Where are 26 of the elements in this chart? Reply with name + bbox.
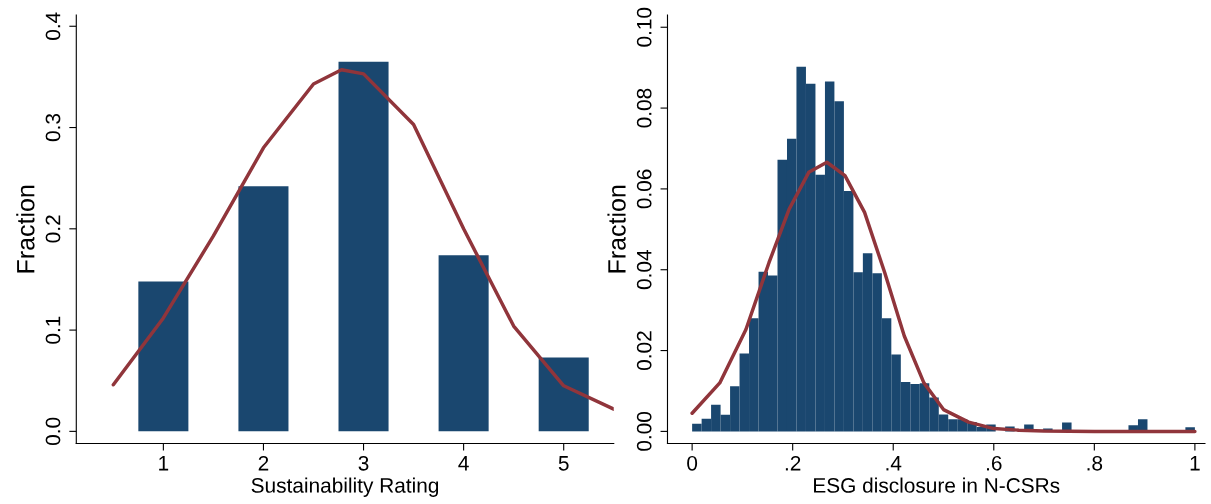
x-tick-label: .6 <box>987 455 1002 471</box>
x-tick-label: 2 <box>258 455 269 471</box>
y-tick-label: 0.2 <box>45 215 61 243</box>
y-tick-label: 0.00 <box>636 411 652 451</box>
x-axis-title: Sustainability Rating <box>251 477 439 497</box>
x-tick-label: 1 <box>1190 456 1200 471</box>
y-tick-label: 0.0 <box>45 417 61 446</box>
y-tick-label: 0.1 <box>45 316 61 344</box>
y-tick-label: 0.08 <box>636 88 652 128</box>
y-tick-label: 0.06 <box>636 169 652 209</box>
x-tick-label: 1 <box>159 456 169 471</box>
y-tick-label: 0.10 <box>636 7 652 47</box>
x-tick-label: .8 <box>1087 455 1103 471</box>
x-tick-label: 3 <box>358 455 369 471</box>
y-tick-label: 0.04 <box>636 250 652 290</box>
x-tick-label: .4 <box>886 456 902 471</box>
y-tick-label: 0.02 <box>636 331 652 371</box>
x-tick-label: 0 <box>687 455 698 471</box>
x-tick-label: .2 <box>785 455 801 471</box>
y-axis-title: Fraction <box>607 185 626 273</box>
y-tick-label: 0.3 <box>45 113 61 142</box>
x-axis-title: ESG disclosure in N-CSRs <box>814 477 1060 493</box>
x-tick-label: 5 <box>558 456 569 471</box>
x-tick-label: 4 <box>458 456 469 471</box>
y-tick-label: 0.4 <box>45 12 61 40</box>
y-axis-title: Fraction <box>16 185 35 273</box>
